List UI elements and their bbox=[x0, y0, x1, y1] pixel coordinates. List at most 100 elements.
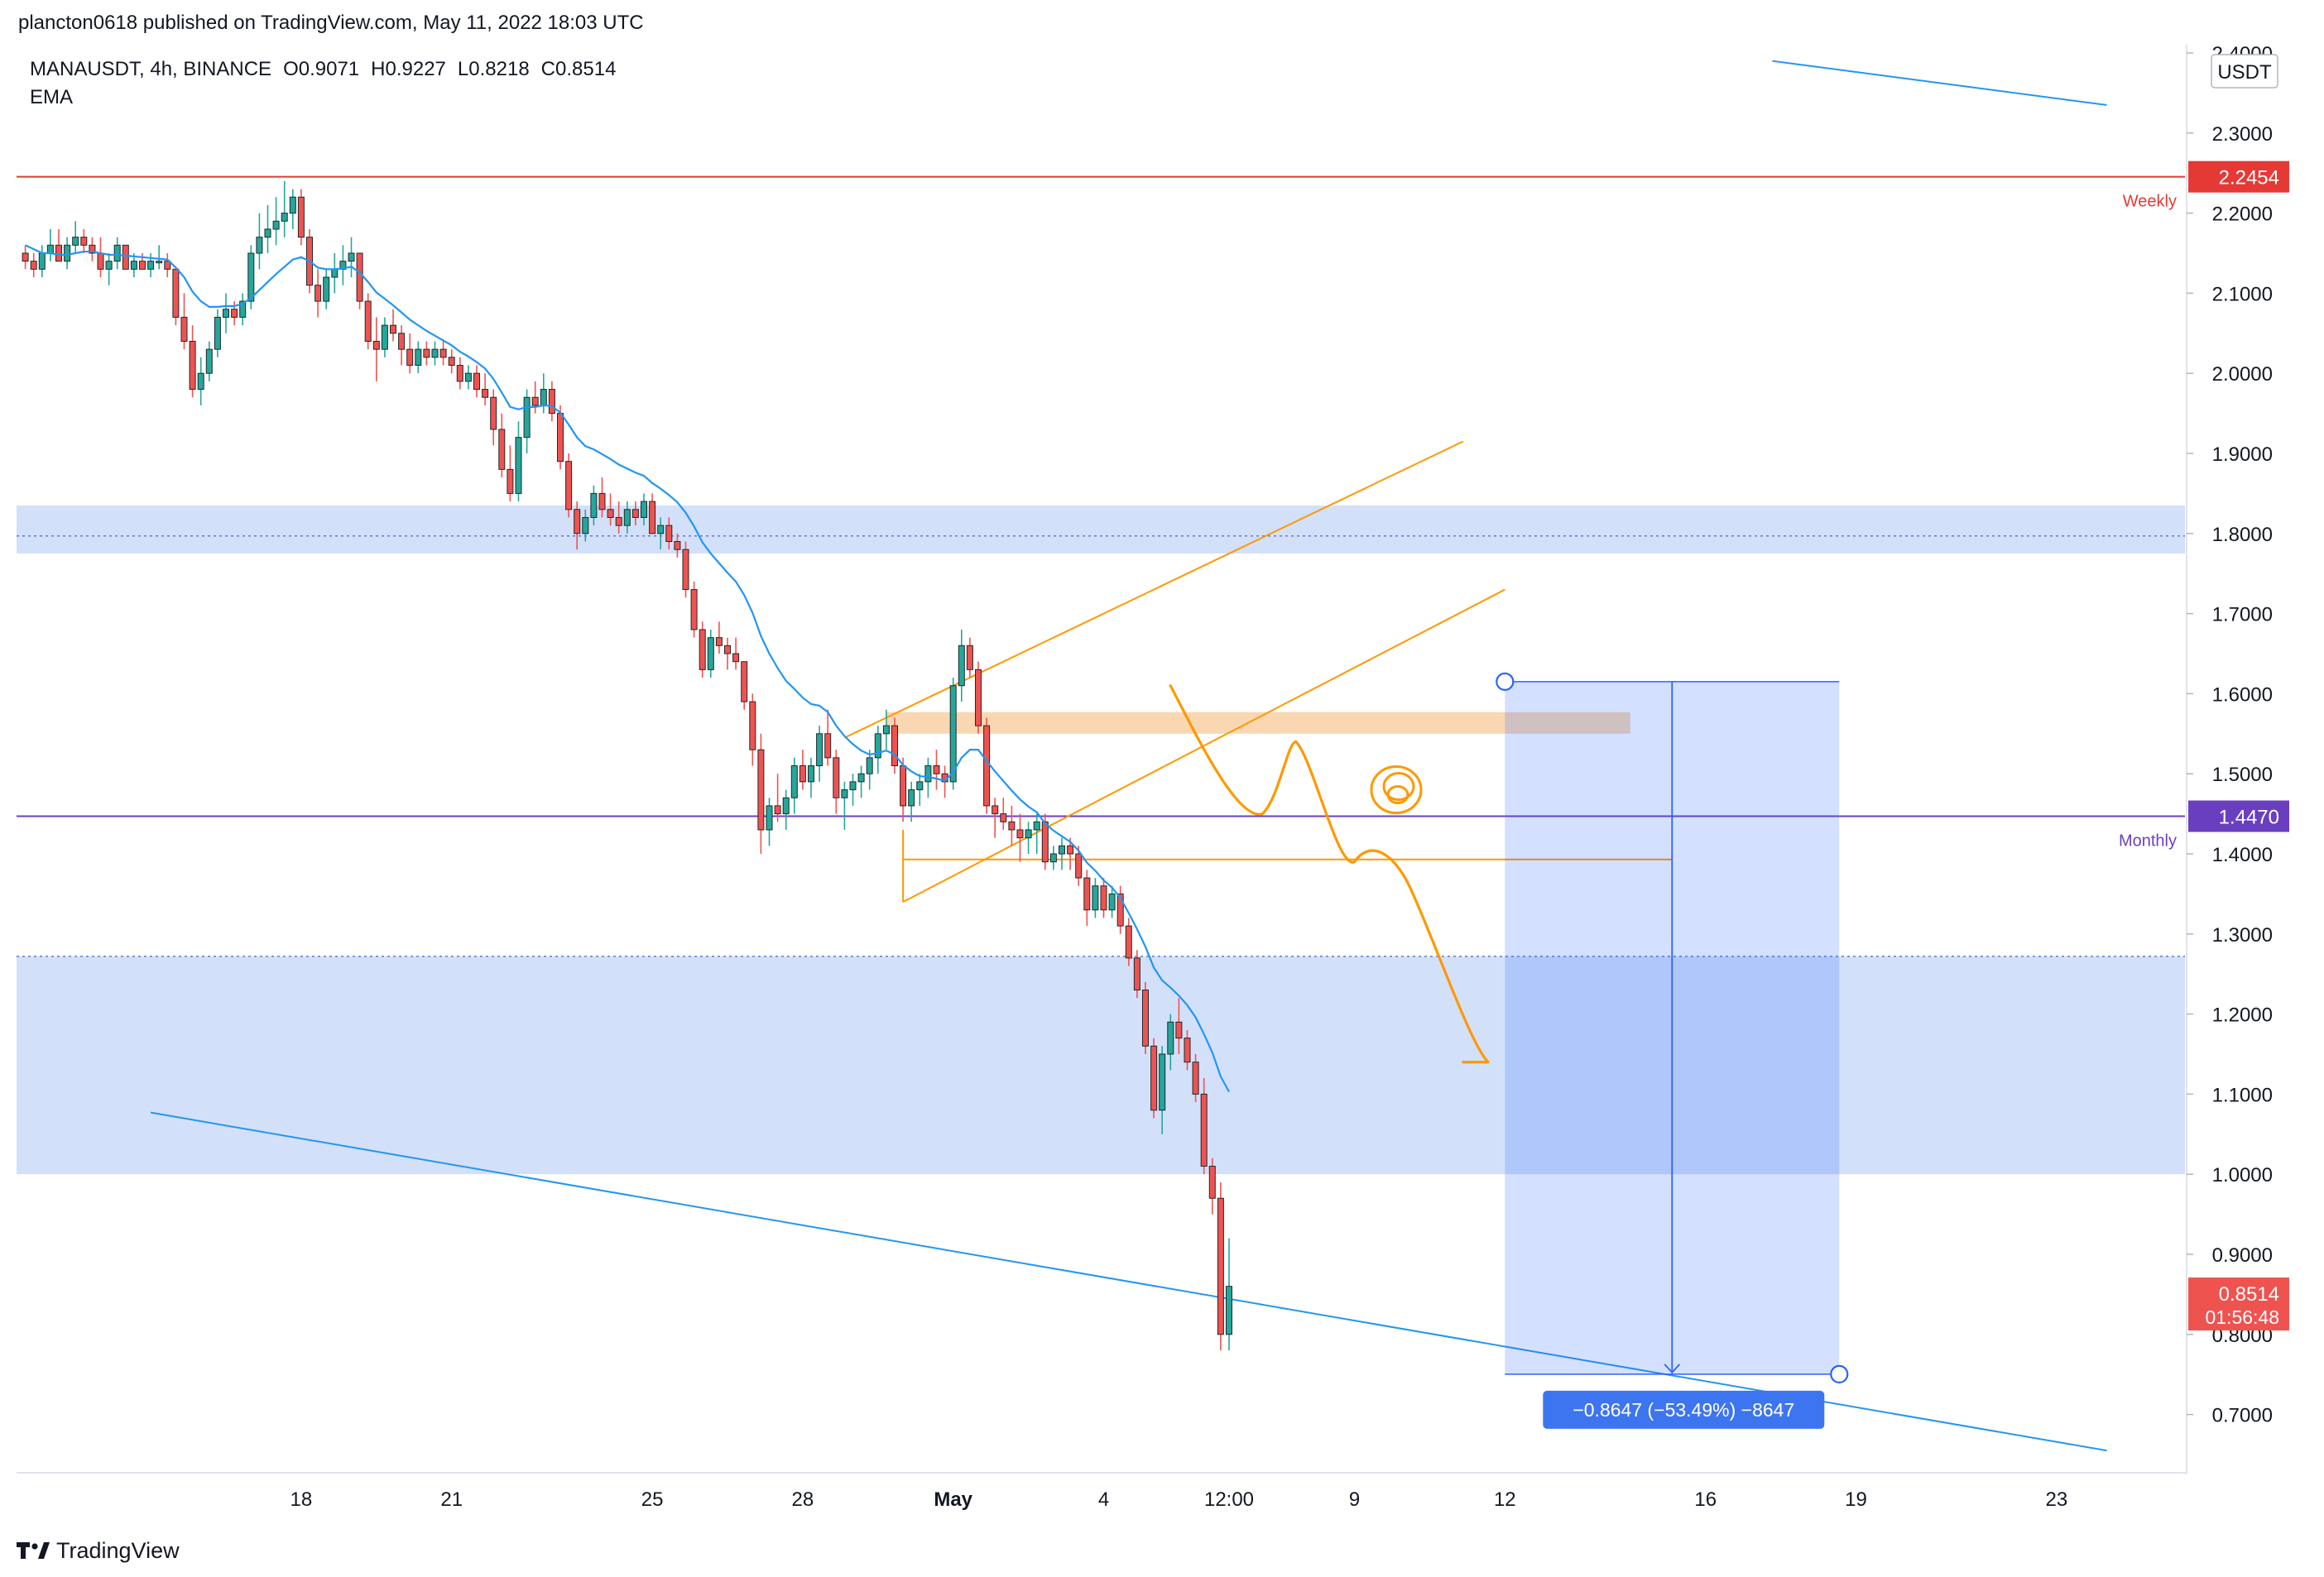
y-tick-label: 1.7000 bbox=[2212, 604, 2273, 626]
candle-body bbox=[439, 348, 447, 358]
candle-body bbox=[774, 805, 781, 815]
candle-body bbox=[89, 244, 96, 254]
candle-body bbox=[372, 340, 380, 350]
candle-body bbox=[197, 372, 204, 391]
candle-body bbox=[849, 781, 857, 791]
candle-body bbox=[891, 725, 898, 767]
candle-body bbox=[874, 733, 881, 759]
tradingview-footer[interactable]: TradingView bbox=[17, 1536, 180, 1565]
x-tick-label: 12 bbox=[1494, 1488, 1516, 1511]
candle-body bbox=[415, 348, 422, 367]
candle-body bbox=[1208, 1166, 1216, 1199]
candle-body bbox=[256, 237, 263, 254]
candle-body bbox=[264, 228, 271, 238]
candle-body bbox=[72, 237, 79, 246]
candle-body bbox=[1159, 1053, 1166, 1111]
candle-body bbox=[607, 509, 614, 518]
candle-body bbox=[816, 733, 823, 767]
zone-orange-resistance-zone bbox=[886, 712, 1630, 734]
candle-body bbox=[1175, 1021, 1183, 1039]
candle-body bbox=[623, 509, 631, 526]
candle-body bbox=[882, 725, 890, 735]
candle-body bbox=[715, 637, 723, 646]
candle-body bbox=[331, 268, 339, 278]
candle-body bbox=[766, 805, 773, 831]
candle-body bbox=[1167, 1021, 1174, 1055]
candle-body bbox=[348, 252, 355, 262]
candle-body bbox=[707, 637, 714, 670]
candle-body bbox=[665, 525, 673, 542]
candle-body bbox=[247, 252, 255, 302]
candle-body bbox=[223, 309, 229, 318]
candle-body bbox=[281, 213, 288, 222]
candle-body bbox=[315, 285, 322, 302]
candle-body bbox=[205, 348, 213, 374]
candle-body bbox=[900, 765, 907, 807]
candle-body bbox=[615, 516, 622, 526]
candle-body bbox=[682, 549, 689, 591]
low-value: L0.8218 bbox=[457, 58, 530, 80]
y-tick-label: 0.7000 bbox=[2212, 1405, 2273, 1427]
ema-layer bbox=[25, 244, 1230, 1093]
x-tick-label: 23 bbox=[2046, 1488, 2068, 1511]
candle-body bbox=[1116, 893, 1124, 927]
candle-body bbox=[482, 389, 489, 398]
candle-body bbox=[456, 365, 463, 382]
candle-body bbox=[448, 357, 455, 367]
symbol-name[interactable]: MANAUSDT, 4h, BINANCE bbox=[30, 58, 272, 80]
candle-body bbox=[1049, 853, 1057, 863]
price-axis-panel bbox=[2187, 0, 2324, 1481]
candle-body bbox=[172, 268, 180, 318]
candle-body bbox=[1067, 845, 1074, 855]
candle-body bbox=[657, 525, 665, 534]
ema-line bbox=[25, 244, 1230, 1093]
candle-body bbox=[949, 685, 957, 783]
candle-body bbox=[1092, 885, 1099, 911]
candle-body bbox=[857, 773, 865, 783]
candle-body bbox=[924, 765, 932, 783]
candle-body bbox=[30, 261, 37, 270]
candle-body bbox=[164, 261, 171, 270]
candle-body bbox=[699, 629, 706, 670]
candle-body bbox=[1217, 1197, 1224, 1335]
price-label-0.8514 bbox=[2188, 1277, 2289, 1331]
candle-body bbox=[473, 372, 480, 391]
candle-body bbox=[808, 765, 814, 783]
y-tick-label: 1.4000 bbox=[2212, 844, 2273, 866]
candle-body bbox=[841, 789, 848, 798]
candle-body bbox=[1075, 853, 1083, 879]
candle-body bbox=[1083, 877, 1091, 911]
measure-tool-layer: −0.8647 (−53.49%) −8647 bbox=[1496, 672, 1849, 1429]
candle-body bbox=[782, 797, 790, 815]
candle-body bbox=[289, 196, 296, 214]
candle-body bbox=[1000, 813, 1007, 822]
candle-body bbox=[799, 765, 806, 783]
candle-body bbox=[431, 348, 439, 358]
currency-badge bbox=[2211, 54, 2278, 89]
candle-body bbox=[598, 492, 606, 510]
candle-body bbox=[515, 437, 522, 494]
x-tick-label: 9 bbox=[1349, 1488, 1360, 1511]
candle-body bbox=[741, 661, 748, 702]
y-tick-label: 0.9000 bbox=[2212, 1244, 2273, 1267]
candle-body bbox=[180, 316, 188, 342]
candle-body bbox=[239, 300, 247, 318]
symbol-legend[interactable]: MANAUSDT, 4h, BINANCE O0.9071 H0.9227 L0.82… bbox=[30, 58, 627, 81]
candle-body bbox=[189, 340, 196, 391]
candle-body bbox=[272, 220, 280, 230]
y-tick-label: 2.3000 bbox=[2212, 123, 2273, 146]
measure-arrow-head bbox=[1664, 1364, 1680, 1374]
candle-body bbox=[1059, 845, 1065, 855]
y-tick-label: 1.1000 bbox=[2212, 1084, 2273, 1106]
indicator-legend-ema[interactable]: EMA bbox=[30, 86, 74, 108]
candle-body bbox=[582, 516, 589, 534]
candle-body bbox=[97, 252, 104, 270]
measure-handle-end bbox=[1830, 1364, 1849, 1384]
candle-body bbox=[749, 701, 756, 750]
measure-label-box bbox=[1543, 1390, 1825, 1429]
candle-body bbox=[80, 237, 88, 246]
candle-body bbox=[55, 244, 62, 262]
candle-body bbox=[464, 372, 472, 382]
candle-body bbox=[364, 300, 372, 342]
